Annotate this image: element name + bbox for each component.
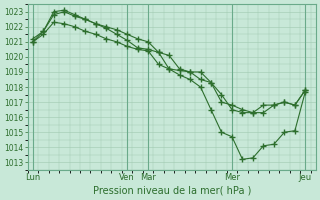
X-axis label: Pression niveau de la mer( hPa ): Pression niveau de la mer( hPa ) xyxy=(92,186,251,196)
